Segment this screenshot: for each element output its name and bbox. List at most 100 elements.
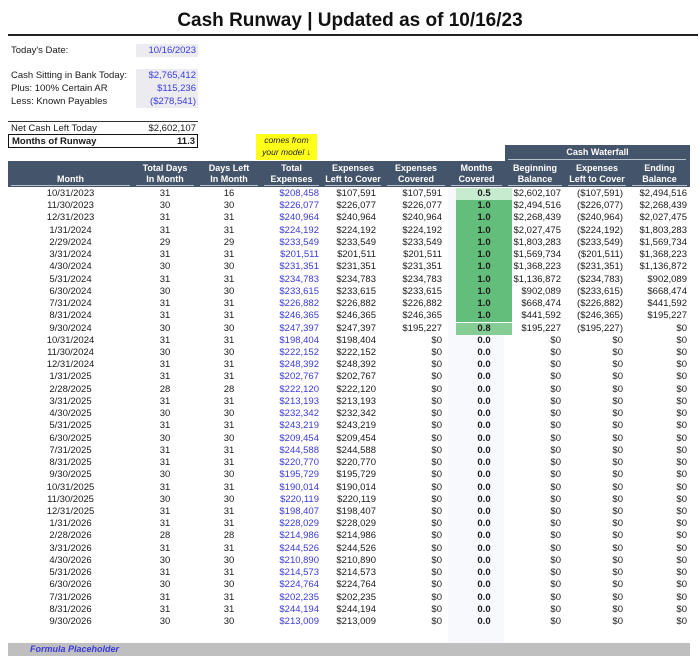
cell-beginning-balance: $0 (550, 395, 561, 407)
cell-beginning-balance: $0 (550, 493, 561, 505)
cell-days-left: 30 (223, 432, 235, 444)
cell-expenses-left: $233,549 (336, 236, 376, 248)
cell-expenses-covered: $0 (431, 505, 442, 517)
cell-total-expenses: $220,770 (279, 457, 319, 469)
cell-expenses-left: $222,120 (336, 383, 376, 395)
cell-months-covered: 1.0 (456, 200, 512, 213)
cell-ending-balance: $0 (676, 420, 687, 432)
cell-expenses-left: $198,407 (336, 505, 376, 517)
payables-input[interactable]: ($278,541) (136, 95, 198, 108)
cell-expenses-covered: $0 (431, 346, 442, 358)
cell-days-left: 31 (223, 224, 235, 236)
net-cash-value: $2,602,107 (148, 123, 196, 134)
cell-ending-balance: $0 (676, 457, 687, 469)
cell-days-left: 31 (223, 420, 235, 432)
cell-total-expenses: $198,407 (279, 505, 319, 517)
cell-months-covered: 1.0 (456, 224, 512, 237)
payables-row: Less: Known Payables ($278,541) (8, 95, 198, 108)
cell-total-days: 31 (159, 395, 171, 407)
cell-expenses-covered: $246,365 (402, 310, 442, 322)
cell-waterfall-expenses: $0 (612, 383, 623, 395)
table-row: 4/30/2025 30 30 $232,342 $232,342 $0 0.0 $0 $0 $0 (8, 408, 690, 420)
cell-total-expenses: $201,511 (280, 249, 319, 261)
cell-total-days: 31 (159, 420, 171, 432)
cell-waterfall-expenses: $0 (612, 457, 623, 469)
cell-beginning-balance: $668,474 (521, 298, 561, 310)
cell-expenses-left: $233,615 (336, 285, 376, 297)
cell-months-covered: 0.0 (477, 420, 491, 432)
cell-ending-balance: $0 (676, 542, 687, 554)
cell-total-expenses: $198,404 (279, 334, 319, 346)
cell-months-covered: 0.0 (477, 505, 491, 517)
cell-month: 3/31/2025 (49, 395, 92, 407)
cell-total-expenses: $232,342 (279, 408, 319, 420)
cell-total-days: 31 (159, 567, 171, 579)
cell-total-days: 30 (159, 469, 171, 481)
table-row: 8/31/2025 31 31 $220,770 $220,770 $0 0.0 $0 $0 $0 (8, 457, 690, 469)
table-row: 1/31/2024 31 31 $224,192 $224,192 $224,192 1.0… (8, 224, 690, 237)
table-row: 1/31/2026 31 31 $228,029 $228,029 $0 0.0 $0 $0 $0 (8, 518, 690, 530)
cell-expenses-left: $246,365 (336, 310, 376, 322)
cell-months-covered: 0.0 (477, 542, 491, 554)
cell-waterfall-expenses: $0 (612, 603, 623, 615)
cash-input[interactable]: $2,765,412 (136, 69, 198, 82)
cell-expenses-left: $220,119 (337, 493, 376, 505)
cell-beginning-balance: $0 (550, 579, 561, 591)
cell-expenses-covered: $0 (431, 616, 442, 628)
cell-waterfall-expenses: ($233,549) (577, 236, 623, 248)
cell-days-left: 30 (223, 469, 235, 481)
cell-months-covered: 0.0 (477, 469, 491, 481)
cell-ending-balance: $1,803,283 (639, 224, 687, 236)
cell-total-days: 31 (159, 542, 171, 554)
cell-total-days: 28 (159, 530, 171, 542)
cell-waterfall-expenses: ($234,783) (577, 273, 623, 285)
cell-months-covered: 0.0 (477, 567, 491, 579)
cell-days-left: 31 (223, 359, 235, 371)
cell-expenses-left: $244,526 (336, 542, 376, 554)
cell-months-covered: 1.0 (456, 273, 512, 286)
cell-expenses-covered: $0 (431, 603, 442, 615)
cell-expenses-left: $248,392 (336, 359, 376, 371)
cell-months-covered: 0.0 (477, 334, 491, 346)
cell-expenses-left: $214,986 (336, 530, 376, 542)
col-total-expenses: Total Expenses (261, 161, 322, 187)
cell-expenses-covered: $231,351 (402, 261, 442, 273)
cell-expenses-left: $201,511 (337, 249, 376, 261)
todays-date-input[interactable]: 10/16/2023 (136, 44, 198, 57)
cell-days-left: 31 (223, 567, 235, 579)
cell-total-days: 30 (159, 493, 171, 505)
cell-waterfall-expenses: $0 (612, 408, 623, 420)
table-row: 8/31/2026 31 31 $244,194 $244,194 $0 0.0 $0 $0 $0 (8, 604, 690, 616)
cell-beginning-balance: $0 (550, 346, 561, 358)
cell-beginning-balance: $2,027,475 (513, 224, 561, 236)
cell-months-covered: 0.0 (477, 493, 491, 505)
cell-total-expenses: $213,193 (279, 395, 319, 407)
cell-total-days: 31 (159, 359, 171, 371)
cell-expenses-covered: $0 (431, 359, 442, 371)
cell-days-left: 31 (223, 518, 235, 530)
cell-beginning-balance: $1,136,872 (513, 273, 561, 285)
cell-months-covered: 1.0 (456, 298, 512, 311)
ar-row: Plus: 100% Certain AR $115,236 (8, 82, 198, 95)
ar-input[interactable]: $115,236 (136, 82, 198, 95)
cell-month: 10/31/2025 (46, 481, 95, 493)
cell-beginning-balance: $0 (550, 334, 561, 346)
cell-month: 8/31/2024 (49, 310, 92, 322)
cell-waterfall-expenses: $0 (612, 371, 623, 383)
cell-waterfall-expenses: ($226,077) (577, 200, 623, 212)
cell-total-expenses: $233,615 (279, 285, 319, 297)
table-row: 6/30/2026 30 30 $224,764 $224,764 $0 0.0 $0 $0 $0 (8, 579, 690, 591)
cell-months-covered: 0.0 (477, 359, 491, 371)
cell-month: 6/30/2024 (49, 285, 92, 297)
cell-beginning-balance: $0 (550, 359, 561, 371)
cell-expenses-covered: $107,591 (402, 188, 442, 199)
todays-date-label: Today's Date: (11, 45, 69, 56)
cell-total-expenses: $244,588 (279, 444, 319, 456)
cell-total-expenses: $214,986 (279, 530, 319, 542)
cell-months-covered: 0.0 (477, 383, 491, 395)
cell-months-covered: 0.0 (477, 603, 491, 615)
cell-expenses-left: $243,219 (336, 420, 376, 432)
cell-waterfall-expenses: $0 (612, 432, 623, 444)
cell-total-days: 31 (159, 310, 171, 322)
cell-ending-balance: $0 (676, 346, 687, 358)
